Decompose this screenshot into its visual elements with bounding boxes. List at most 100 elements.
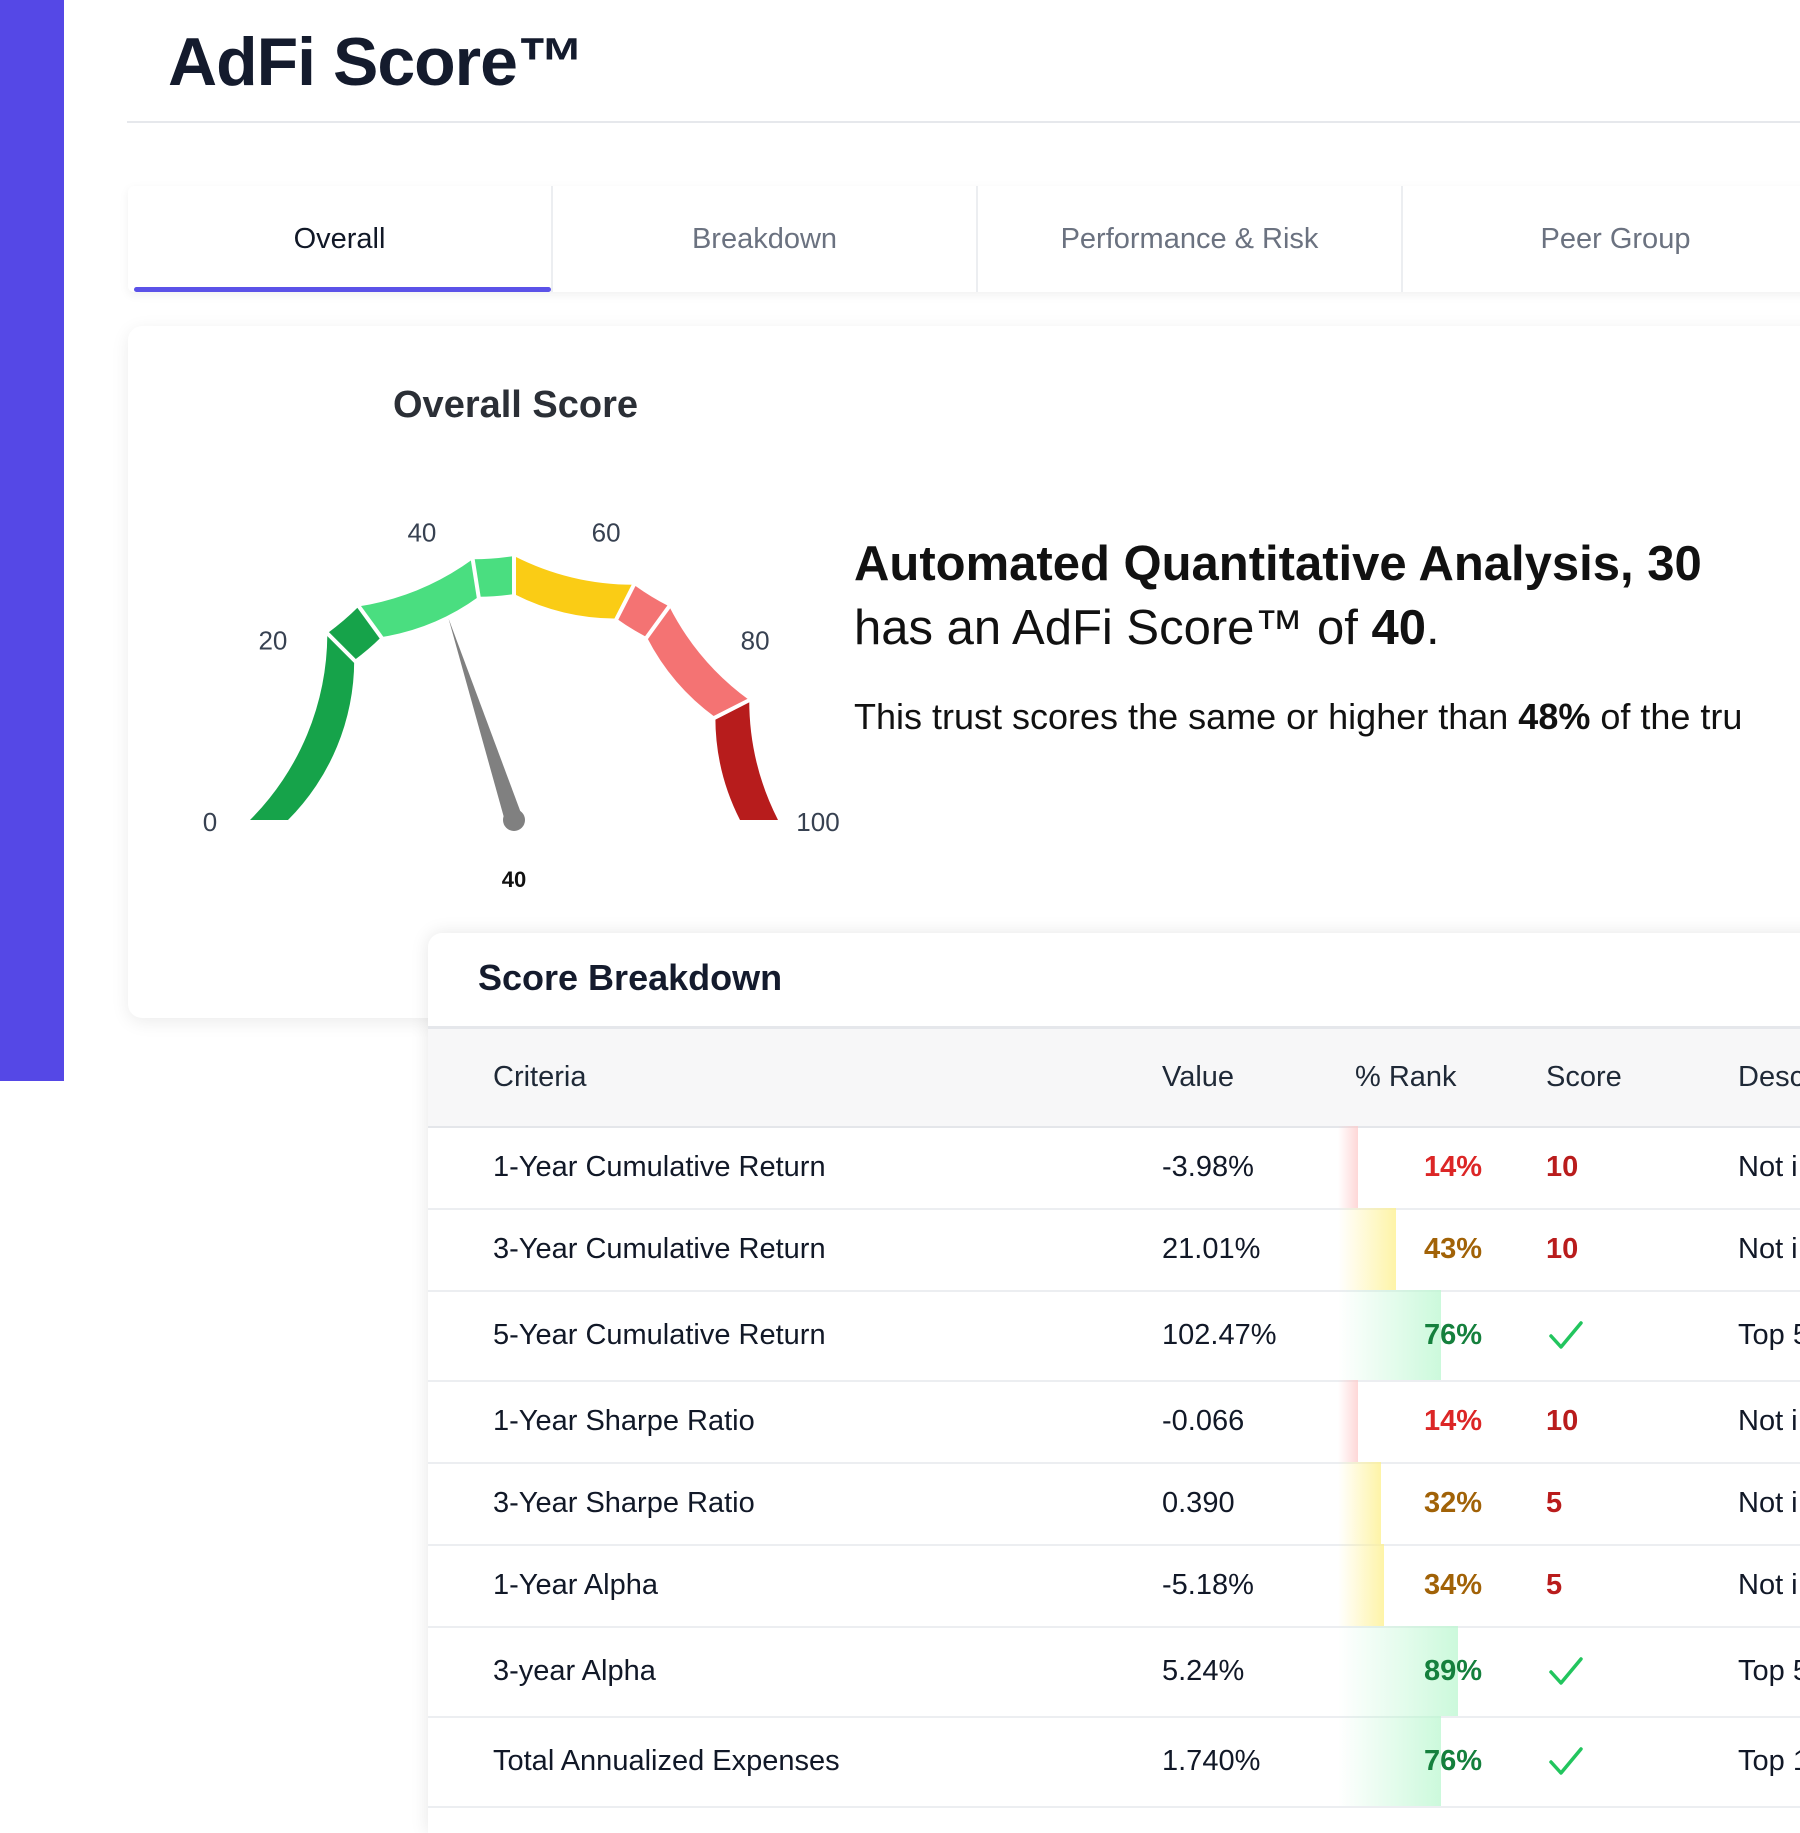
column-criteria[interactable]: Criteria xyxy=(493,1061,587,1093)
rank-bar xyxy=(1338,1208,1397,1290)
gauge-segments xyxy=(250,554,778,820)
gauge-tick-label: 40 xyxy=(407,517,436,547)
gauge-needle xyxy=(448,618,523,823)
rank-bar xyxy=(1338,1126,1358,1208)
percentile-value: 48% xyxy=(1518,696,1591,737)
percentile-statement: This trust scores the same or higher tha… xyxy=(854,696,1742,738)
description-cell: Not i xyxy=(1738,1232,1798,1265)
gauge-segment xyxy=(646,606,750,718)
sidebar-accent-bar xyxy=(0,0,64,1081)
rank-bar xyxy=(1338,1716,1441,1806)
rank-bar xyxy=(1338,1462,1382,1544)
rank-cell: 76% xyxy=(1423,1744,1482,1777)
gauge-value-label: 40 xyxy=(502,867,526,892)
criteria-cell: 5-Year Cumulative Return xyxy=(493,1318,826,1351)
table-row[interactable]: 5-Year Cumulative Return 102.47% 76% Top 5 xyxy=(428,1290,1800,1382)
description-cell: Not i xyxy=(1738,1568,1798,1601)
description-cell: Not i xyxy=(1738,1404,1798,1437)
fund-name: Automated Quantitative Analysis, 30 xyxy=(854,537,1702,591)
description-cell: Not i xyxy=(1738,1150,1798,1183)
value-cell: -3.98% xyxy=(1162,1150,1254,1183)
table-header: Criteria Value % Rank Score Desc xyxy=(428,1029,1800,1128)
check-icon-glyph xyxy=(1549,1747,1583,1775)
score-cell: 10 xyxy=(1546,1404,1579,1437)
table-row[interactable]: 3-year Alpha 5.24% 89% Top 5 xyxy=(428,1626,1800,1718)
table-row[interactable]: 3-Year Cumulative Return 21.01% 43% 10 Not i xyxy=(428,1208,1800,1292)
table-row[interactable]: 1-Year Alpha -5.18% 34% 5 Not i xyxy=(428,1544,1800,1628)
description-cell: Top 5 xyxy=(1738,1654,1800,1687)
rank-bar xyxy=(1338,1544,1384,1626)
gauge-needle-hub xyxy=(503,809,525,831)
tab-performance-risk[interactable]: Performance & Risk xyxy=(978,186,1403,292)
gauge-tick-label: 0 xyxy=(203,807,217,837)
gauge-tick-labels: 100 80 60 40 20 0 xyxy=(203,517,840,836)
check-icon xyxy=(1546,1290,1586,1380)
gauge-separator xyxy=(613,582,637,622)
tab-bar: Overall Breakdown Performance & Risk Pee… xyxy=(128,186,1800,292)
headline-period: . xyxy=(1426,601,1440,655)
rank-bar xyxy=(1338,1626,1459,1716)
criteria-cell: 1-Year Sharpe Ratio xyxy=(493,1404,755,1437)
overall-score-card xyxy=(128,326,1800,1018)
rank-cell: 43% xyxy=(1423,1232,1482,1265)
value-cell: 1.740% xyxy=(1162,1744,1261,1777)
value-cell: -0.066 xyxy=(1162,1404,1245,1437)
criteria-cell: 1-Year Cumulative Return xyxy=(493,1150,826,1183)
gauge-segment xyxy=(472,556,514,597)
overall-score-title: Overall Score xyxy=(393,384,639,426)
column-score[interactable]: Score xyxy=(1546,1061,1622,1093)
description-cell: Top 5 xyxy=(1738,1318,1800,1351)
gauge-tick-label: 80 xyxy=(741,626,770,656)
value-cell: 102.47% xyxy=(1162,1318,1277,1351)
rank-cell: 14% xyxy=(1423,1150,1482,1183)
tab-overall[interactable]: Overall xyxy=(128,186,553,292)
score-breakdown-title: Score Breakdown xyxy=(478,957,783,998)
rank-cell: 14% xyxy=(1423,1404,1482,1437)
score-headline: Automated Quantitative Analysis, 30 has … xyxy=(854,532,1784,660)
gauge-segment xyxy=(250,633,355,820)
tab-peer-group[interactable]: Peer Group xyxy=(1540,222,1691,255)
description-cell: Not i xyxy=(1738,1486,1798,1519)
criteria-cell: 3-year Alpha xyxy=(493,1654,656,1687)
table-row[interactable]: 1-Year Cumulative Return -3.98% 14% 10 Not i xyxy=(428,1126,1800,1210)
table-row[interactable]: 1-Year Sharpe Ratio -0.066 14% 10 Not i xyxy=(428,1380,1800,1464)
percentile-suffix: of the tru xyxy=(1590,696,1743,737)
rank-bar xyxy=(1338,1290,1441,1380)
score-cell: 5 xyxy=(1546,1486,1563,1519)
gauge-separator xyxy=(356,603,384,640)
score-cell: 10 xyxy=(1546,1150,1579,1183)
criteria-cell: 3-Year Cumulative Return xyxy=(493,1232,826,1265)
value-cell: 5.24% xyxy=(1162,1654,1245,1687)
gauge-separator xyxy=(470,556,481,600)
value-cell: -5.18% xyxy=(1162,1568,1254,1601)
check-icon-glyph xyxy=(1549,1321,1583,1349)
rank-cell: 34% xyxy=(1423,1568,1482,1601)
table-row[interactable]: Total Annualized Expenses 1.740% 76% Top 1 xyxy=(428,1716,1800,1808)
rank-cell: 89% xyxy=(1423,1654,1482,1687)
score-gauge: 100 80 60 40 20 0 40 xyxy=(203,517,840,892)
column-rank[interactable]: % Rank xyxy=(1355,1061,1457,1093)
tab-breakdown[interactable]: Breakdown xyxy=(553,186,978,292)
check-icon xyxy=(1546,1626,1586,1716)
gauge-segment xyxy=(358,559,479,638)
score-cell: 5 xyxy=(1546,1568,1563,1601)
criteria-cell: 3-Year Sharpe Ratio xyxy=(493,1486,755,1519)
header-divider xyxy=(127,121,1800,123)
gauge-segment xyxy=(514,556,634,619)
gauge-tick-label: 100 xyxy=(796,807,839,837)
column-description[interactable]: Desc xyxy=(1738,1061,1800,1093)
value-cell: 21.01% xyxy=(1162,1232,1261,1265)
gauge-tick-label: 20 xyxy=(258,626,287,656)
percentile-prefix: This trust scores the same or higher tha… xyxy=(854,696,1519,737)
page-title: AdFi Score™ xyxy=(168,24,585,100)
gauge-separator xyxy=(712,697,752,721)
column-value[interactable]: Value xyxy=(1162,1061,1235,1093)
rank-bar xyxy=(1338,1380,1358,1462)
score-breakdown-card: Score Breakdown Criteria Value % Rank Sc… xyxy=(428,933,1800,1833)
check-icon xyxy=(1546,1716,1586,1806)
score-cell: 10 xyxy=(1546,1232,1579,1265)
gauge-segment xyxy=(715,700,778,820)
check-icon-glyph xyxy=(1549,1657,1583,1685)
table-row[interactable]: 3-Year Sharpe Ratio 0.390 32% 5 Not i xyxy=(428,1462,1800,1546)
rank-cell: 32% xyxy=(1423,1486,1482,1519)
